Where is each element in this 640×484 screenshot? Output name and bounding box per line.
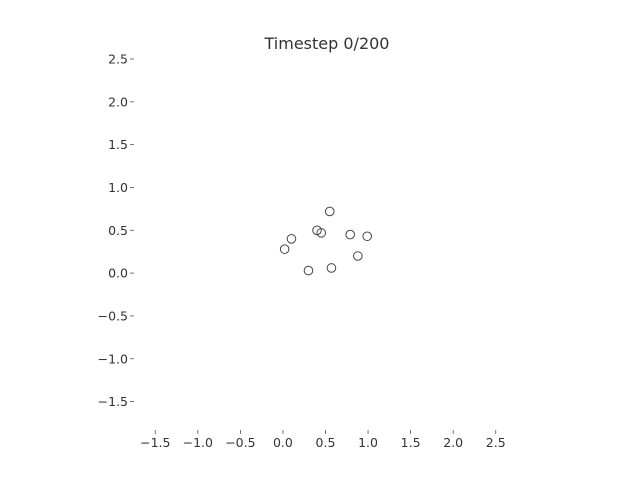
y-tick-label: −1.0 xyxy=(98,351,128,366)
data-point xyxy=(326,263,337,273)
x-tick-label: −1.0 xyxy=(183,435,213,450)
data-point xyxy=(286,234,297,244)
x-tick-label: 2.0 xyxy=(443,435,463,450)
x-axis: −1.5 −1.0 −0.5 0.0 0.5 1.0 1.5 2.0 2.5 xyxy=(140,430,506,450)
y-tick-label: 1.0 xyxy=(108,180,128,195)
chart-title: Timestep 0/200 xyxy=(264,34,390,53)
x-tick-label: −0.5 xyxy=(225,435,255,450)
y-tick-label: −1.5 xyxy=(98,394,128,409)
y-axis: −1.5 −1.0 −0.5 0.0 0.5 1.0 1.5 2.0 2.5 xyxy=(98,52,134,409)
x-tick-label: 1.5 xyxy=(401,435,421,450)
y-tick-label: 0.5 xyxy=(108,223,128,238)
data-point xyxy=(353,251,363,261)
y-tick-label: 0.0 xyxy=(108,266,128,281)
data-point xyxy=(303,265,314,276)
data-point xyxy=(345,229,355,240)
y-tick-label: 1.5 xyxy=(108,137,128,152)
x-tick-label: 1.0 xyxy=(358,435,378,450)
x-tick-label: −1.5 xyxy=(140,435,170,450)
data-points xyxy=(279,206,373,276)
x-tick-label: 0.0 xyxy=(273,435,293,450)
y-tick-label: 2.5 xyxy=(108,52,128,67)
y-tick-label: −0.5 xyxy=(98,308,128,323)
x-tick-label: 2.5 xyxy=(486,435,506,450)
x-tick-label: 0.5 xyxy=(316,435,336,450)
data-point xyxy=(324,206,335,217)
data-point xyxy=(362,231,373,242)
data-point xyxy=(316,228,327,238)
data-point xyxy=(279,244,290,254)
y-tick-label: 2.0 xyxy=(108,94,128,109)
